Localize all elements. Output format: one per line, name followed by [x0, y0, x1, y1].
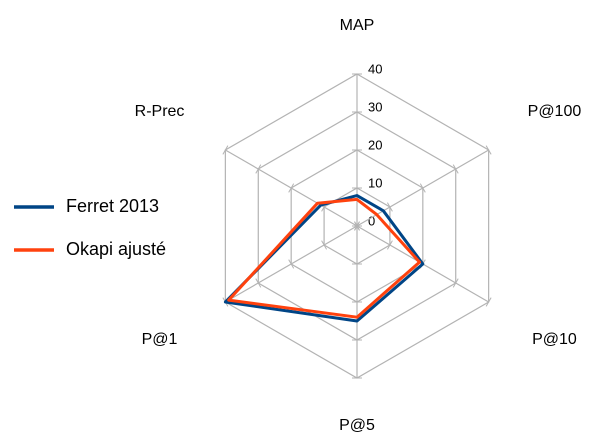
legend-label: Ferret 2013	[66, 196, 159, 216]
series-line	[223, 194, 425, 323]
tick-label: 40	[368, 61, 382, 76]
category-label: P@1	[142, 331, 178, 348]
axis-line	[225, 149, 358, 227]
axis-line	[356, 149, 489, 227]
legend-label: Okapi ajusté	[66, 239, 166, 259]
series-line	[227, 197, 422, 319]
tick-label: 20	[368, 137, 382, 152]
category-label: P@100	[528, 103, 582, 120]
tick-label: 30	[368, 99, 382, 114]
category-label: P@5	[339, 417, 375, 432]
tick-label: 0	[368, 213, 375, 228]
category-label: MAP	[340, 17, 375, 34]
tick-label: 10	[368, 175, 382, 190]
axis-line	[225, 225, 358, 303]
category-label: R-Prec	[135, 103, 185, 120]
category-label: P@10	[532, 331, 577, 348]
